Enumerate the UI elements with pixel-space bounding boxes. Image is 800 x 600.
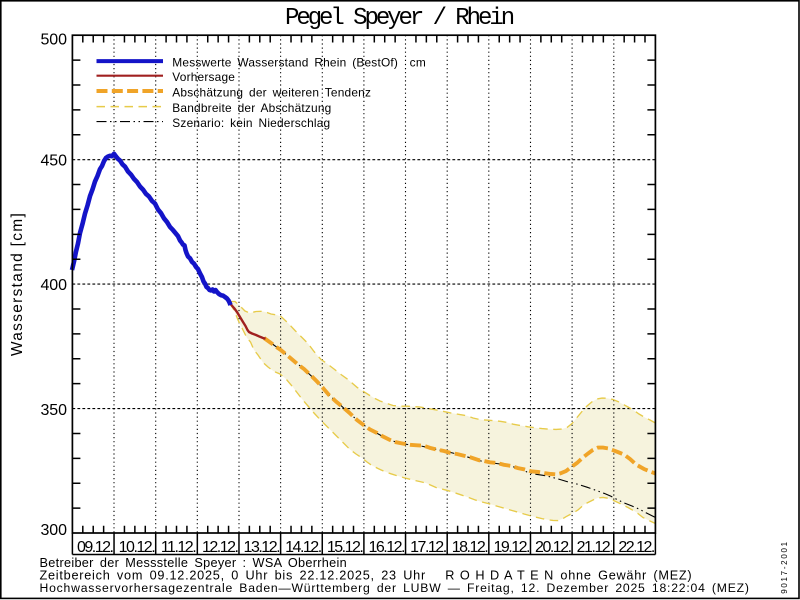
svg-text:17.12.: 17.12. [410,539,446,556]
svg-text:350: 350 [40,402,67,419]
svg-text:09.12.: 09.12. [77,539,113,556]
svg-text:Szenario: kein Niederschlag: Szenario: kein Niederschlag [172,116,330,130]
svg-text:500: 500 [40,32,67,49]
svg-text:11.12.: 11.12. [161,539,195,556]
svg-text:15.12.: 15.12. [327,539,363,556]
svg-text:Bandbreite der Abschätzung: Bandbreite der Abschätzung [172,101,331,115]
svg-text:10.12.: 10.12. [119,539,155,556]
svg-text:Abschätzung der weiteren Tende: Abschätzung der weiteren Tendenz [172,85,371,99]
svg-text:Zeitbereich vom 09.12.2025, 0: Zeitbereich vom 09.12.2025, 0 Uhr bis 22… [40,568,693,582]
svg-text:Betreiber der Messstelle Speye: Betreiber der Messstelle Speyer : WSA Ob… [40,556,347,570]
svg-text:Vorhersage: Vorhersage [172,70,235,84]
svg-text:18.12.: 18.12. [452,539,488,556]
svg-text:13.12.: 13.12. [244,539,280,556]
svg-text:16.12.: 16.12. [368,539,404,556]
svg-text:Pegel Speyer / Rhein: Pegel Speyer / Rhein [285,5,514,32]
svg-text:9017-2001: 9017-2001 [780,540,789,594]
svg-text:20.12.: 20.12. [535,539,571,556]
svg-text:19.12.: 19.12. [493,539,529,556]
svg-text:450: 450 [40,153,67,170]
svg-text:Hochwasservorhersagezentrale B: Hochwasservorhersagezentrale Baden—Württ… [40,581,750,595]
svg-text:400: 400 [40,277,67,294]
svg-text:Messwerte Wasserstand Rhein (B: Messwerte Wasserstand Rhein (BestOf) cm [172,55,426,69]
svg-text:21.12.: 21.12. [577,539,613,556]
svg-text:12.12.: 12.12. [202,539,238,556]
svg-text:Wasserstand [cm]: Wasserstand [cm] [9,212,26,356]
svg-text:300: 300 [40,522,67,539]
svg-text:22.12.: 22.12. [618,539,654,556]
svg-text:14.12.: 14.12. [285,539,321,556]
